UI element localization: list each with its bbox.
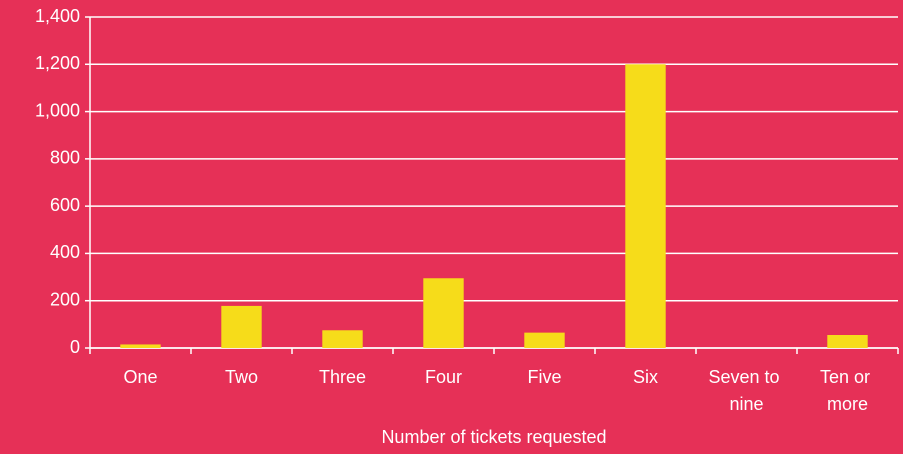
x-tick-label: Three xyxy=(319,367,366,387)
bar xyxy=(524,332,565,348)
y-tick-label: 600 xyxy=(50,195,80,215)
y-tick-label: 1,200 xyxy=(35,53,80,73)
x-tick-label: Ten or more xyxy=(820,367,875,414)
y-tick-label: 400 xyxy=(50,242,80,262)
x-axis-label: Number of tickets requested xyxy=(381,427,606,447)
bar xyxy=(120,344,161,348)
x-tick-label: Four xyxy=(425,367,462,387)
x-tick-label: Five xyxy=(527,367,561,387)
x-tick-label: Seven to nine xyxy=(708,367,784,414)
x-tick-label: One xyxy=(123,367,157,387)
bar xyxy=(221,305,262,348)
y-tick-label: 800 xyxy=(50,148,80,168)
y-tick-label: 200 xyxy=(50,289,80,309)
bar xyxy=(625,64,666,349)
y-tick-label: 0 xyxy=(70,337,80,357)
bar xyxy=(423,278,464,348)
y-tick-label: 1,000 xyxy=(35,100,80,120)
x-tick-label: Two xyxy=(225,367,258,387)
bar xyxy=(827,334,868,348)
bar xyxy=(322,330,363,348)
y-tick-label: 1,400 xyxy=(35,6,80,26)
x-tick-label: Six xyxy=(633,367,658,387)
